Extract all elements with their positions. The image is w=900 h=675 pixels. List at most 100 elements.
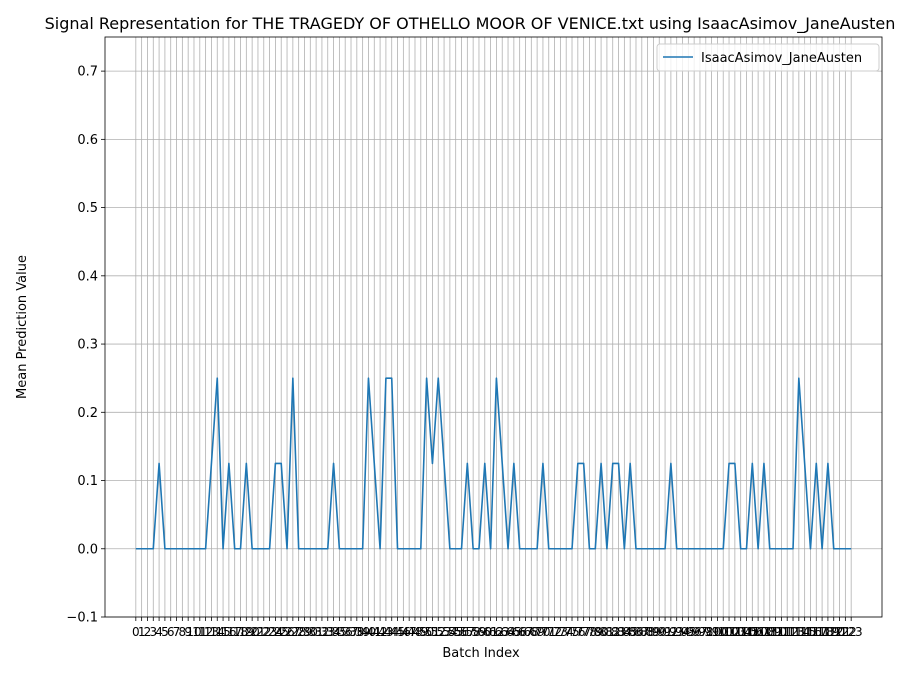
x-tick-label: 86 [628,625,643,639]
y-tick-label: 0.2 [77,406,98,421]
x-tick-label: 4 [155,625,163,639]
x-tick-label: 44 [384,625,399,639]
x-tick-label: 80 [593,625,608,639]
x-tick-label: 106 [741,625,764,639]
y-axis-label: Mean Prediction Value [15,255,30,399]
x-tick-label: 95 [681,625,696,639]
x-tick-label: 3 [149,625,157,639]
x-tick-label: 32 [314,625,329,639]
x-tick-label: 38 [349,625,364,639]
x-tick-label: 23 [262,625,277,639]
x-tick-label: 17 [227,625,242,639]
x-tick-label: 10 [186,625,201,639]
x-tick-label: 1 [138,625,146,639]
x-tick-label: 96 [687,625,702,639]
x-tick-label: 27 [285,625,300,639]
x-tick-label: 91 [657,625,672,639]
x-tick-label: 93 [669,625,684,639]
x-tick-label: 26 [279,625,294,639]
x-axis-ticks: 0123456789101112131415161718192021222324… [132,617,863,639]
x-tick-label: 68 [524,625,539,639]
x-tick-label: 76 [570,625,585,639]
x-tick-label: 56 [454,625,469,639]
x-tick-label: 73 [553,625,568,639]
x-tick-label: 64 [500,625,515,639]
x-tick-label: 82 [605,625,620,639]
x-tick-label: 70 [535,625,550,639]
x-tick-label: 121 [828,625,851,639]
x-axis-label: Batch Index [442,646,520,661]
x-tick-label: 0 [132,625,140,639]
x-tick-label: 105 [735,625,758,639]
x-tick-label: 33 [320,625,335,639]
x-tick-label: 9 [184,625,192,639]
y-tick-label: 0.0 [77,542,98,557]
x-tick-label: 97 [692,625,707,639]
x-tick-label: 75 [564,625,579,639]
x-tick-label: 113 [782,625,805,639]
x-tick-label: 99 [704,625,719,639]
x-tick-label: 22 [256,625,271,639]
x-tick-label: 109 [758,625,781,639]
x-tick-label: 7 [173,625,181,639]
x-tick-label: 58 [466,625,481,639]
x-tick-label: 42 [372,625,387,639]
x-tick-label: 29 [297,625,312,639]
x-tick-label: 88 [640,625,655,639]
x-tick-label: 40 [361,625,376,639]
x-tick-label: 50 [419,625,434,639]
y-tick-label: 0.6 [77,133,98,148]
x-tick-label: 87 [634,625,649,639]
x-tick-label: 115 [793,625,816,639]
x-tick-label: 49 [413,625,428,639]
x-tick-label: 122 [834,625,857,639]
x-tick-label: 52 [431,625,446,639]
y-tick-label: −0.1 [66,611,98,626]
x-tick-label: 59 [471,625,486,639]
x-tick-label: 6 [167,625,175,639]
x-tick-label: 116 [799,625,822,639]
x-tick-label: 60 [477,625,492,639]
x-tick-label: 89 [646,625,661,639]
y-axis-ticks: −0.1 0.0 0.1 0.2 0.3 0.4 0.5 0.6 0.7 [66,65,105,626]
y-tick-label: 0.5 [77,201,98,216]
x-tick-label: 94 [675,625,690,639]
x-tick-label: 63 [495,625,510,639]
x-tick-label: 11 [192,625,207,639]
x-tick-label: 104 [729,625,752,639]
x-tick-label: 101 [712,625,735,639]
x-tick-label: 35 [332,625,347,639]
x-tick-label: 14 [210,625,225,639]
x-tick-label: 12 [198,625,213,639]
x-tick-label: 118 [811,625,834,639]
x-tick-label: 77 [576,625,591,639]
x-tick-label: 98 [698,625,713,639]
x-tick-label: 53 [436,625,451,639]
x-tick-label: 111 [770,625,793,639]
x-tick-label: 55 [448,625,463,639]
x-tick-label: 18 [233,625,248,639]
x-tick-label: 24 [268,625,283,639]
y-tick-label: 0.7 [77,65,98,80]
x-tick-label: 39 [355,625,370,639]
x-tick-label: 47 [402,625,417,639]
legend-series-label: IsaacAsimov_JaneAusten [701,51,862,66]
x-tick-label: 45 [390,625,405,639]
x-tick-label: 65 [506,625,521,639]
x-tick-label: 103 [723,625,746,639]
x-tick-label: 123 [840,625,863,639]
x-tick-label: 15 [215,625,230,639]
x-tick-label: 16 [221,625,236,639]
x-tick-label: 90 [652,625,667,639]
x-tick-label: 31 [308,625,323,639]
legend-box [656,43,880,72]
x-tick-label: 85 [623,625,638,639]
x-tick-label: 62 [489,625,504,639]
x-tick-label: 117 [805,625,828,639]
x-tick-label: 69 [529,625,544,639]
x-tick-label: 112 [776,625,799,639]
x-tick-label: 37 [343,625,358,639]
x-tick-label: 43 [378,625,393,639]
x-tick-label: 81 [599,625,614,639]
